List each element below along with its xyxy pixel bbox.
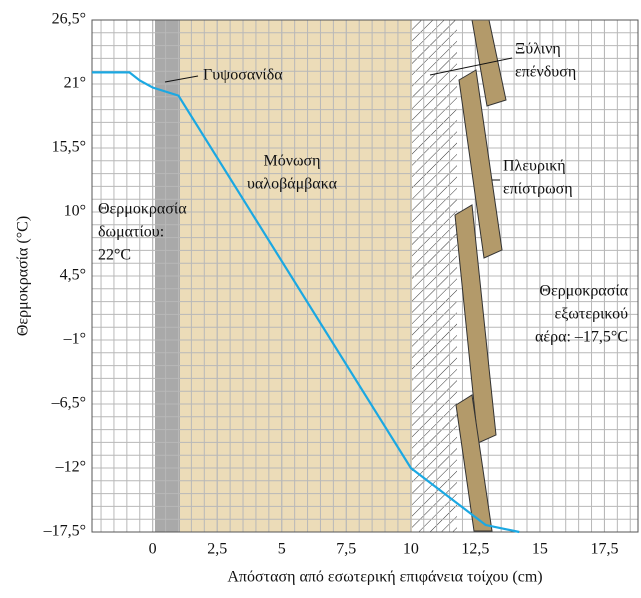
annotation: επίστρωση [503, 181, 573, 198]
annotation: Γυψοσανίδα [203, 67, 283, 84]
annotation: Πλευρική [503, 158, 566, 175]
annotation: Θερμοκρασία [539, 283, 628, 300]
annotation: υαλοβάμβακα [247, 176, 338, 193]
plot-frame [91, 19, 639, 533]
y-tick-label: –17,5° [43, 523, 86, 540]
y-tick-label: –12° [55, 459, 86, 476]
x-tick-label: 17,5 [590, 541, 618, 558]
y-axis-label: Θερμοκρασία (°C) [15, 216, 32, 336]
annotation: 22°C [98, 247, 131, 264]
temperature-line [92, 71, 520, 534]
x-tick-label: 0 [149, 541, 157, 558]
y-tick-label: –1° [63, 331, 86, 348]
y-tick-label: 10° [64, 203, 86, 220]
y-tick-label: 21° [64, 75, 86, 92]
x-axis-label: Απόσταση από εσωτερική επιφάνεια τοίχου … [227, 569, 542, 586]
x-tick-label: 10 [403, 541, 419, 558]
x-tick-label: 2,5 [207, 541, 227, 558]
x-tick-label: 7,5 [336, 541, 356, 558]
annotation: αέρα: –17,5°C [535, 329, 628, 346]
annotation: εξωτερικού [555, 306, 629, 323]
annotation: δωματίου: [98, 224, 164, 241]
annotation: επένδυση [515, 64, 576, 81]
y-tick-label: 4,5° [60, 267, 86, 284]
siding [454, 19, 507, 532]
annotation: Ξύλινη [515, 41, 561, 58]
y-tick-label: 26,5° [52, 11, 86, 28]
annotation: Μόνωση [264, 153, 321, 170]
y-tick-label: 15,5° [52, 139, 86, 156]
x-tick-label: 5 [278, 541, 286, 558]
leader [429, 57, 513, 76]
leader [164, 75, 199, 83]
y-tick-label: –6,5° [51, 395, 86, 412]
x-tick-label: 15 [532, 541, 548, 558]
x-tick-label: 12,5 [461, 541, 489, 558]
annotation: Θερμοκρασία [98, 201, 187, 218]
